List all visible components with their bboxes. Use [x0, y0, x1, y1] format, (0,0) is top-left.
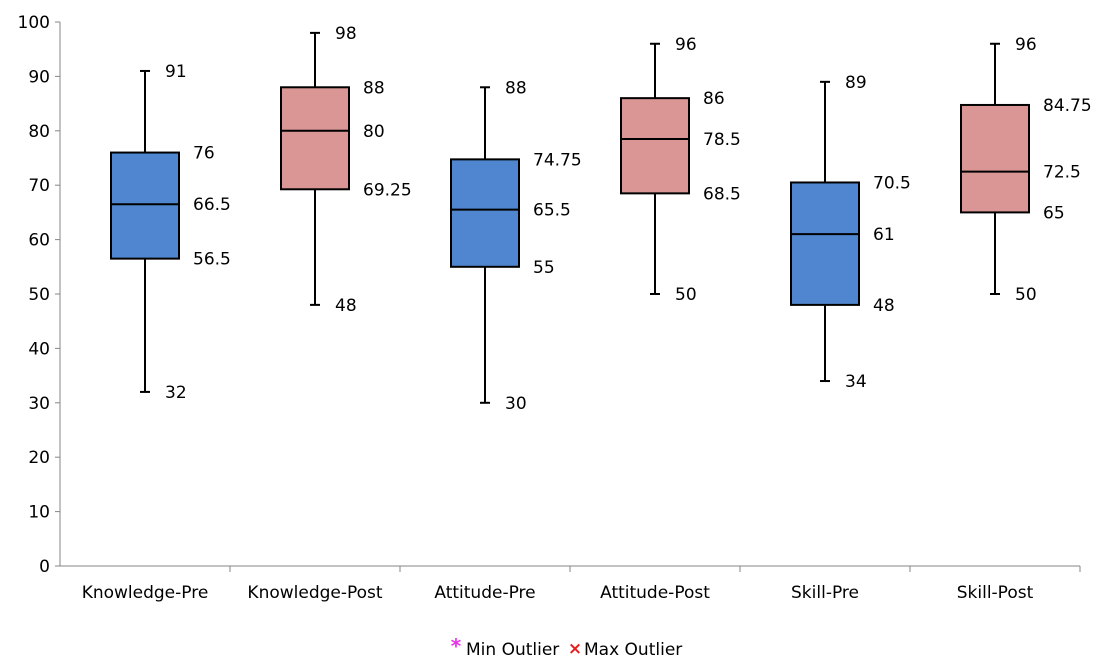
x-category-label: Skill-Post: [957, 583, 1034, 603]
median-value-label: 78.5: [703, 130, 741, 150]
y-tick-label: 10: [28, 503, 50, 523]
max-value-label: 96: [1015, 35, 1037, 55]
q3-value-label: 88: [363, 78, 385, 98]
max-outlier-legend-icon: ×: [568, 639, 582, 657]
x-category-label: Knowledge-Pre: [82, 583, 209, 603]
iqr-box: [280, 86, 350, 191]
q1-value-label: 69.25: [363, 180, 412, 200]
y-tick-label: 100: [18, 13, 50, 33]
q3-value-label: 86: [703, 89, 725, 109]
q3-value-label: 84.75: [1043, 96, 1092, 116]
q3-value-label: 70.5: [873, 173, 911, 193]
min-value-label: 50: [675, 285, 697, 305]
y-tick-label: 60: [28, 231, 50, 251]
x-category-label: Attitude-Pre: [434, 583, 535, 603]
min-value-label: 50: [1015, 285, 1037, 305]
min-value-label: 48: [335, 296, 357, 316]
x-category-label: Knowledge-Post: [247, 583, 382, 603]
y-tick-label: 80: [28, 122, 50, 142]
y-tick-label: 20: [28, 448, 50, 468]
max-value-label: 89: [845, 73, 867, 93]
median-value-label: 66.5: [193, 195, 231, 215]
y-tick-label: 50: [28, 285, 50, 305]
iqr-box: [790, 181, 860, 306]
y-tick-label: 0: [39, 557, 50, 577]
q1-value-label: 55: [533, 258, 555, 278]
q1-value-label: 56.5: [193, 250, 231, 270]
max-value-label: 96: [675, 35, 697, 55]
median-value-label: 61: [873, 225, 895, 245]
y-tick-label: 70: [28, 176, 50, 196]
median-value-label: 72.5: [1043, 163, 1081, 183]
x-category-label: Attitude-Post: [600, 583, 710, 603]
y-tick-label: 40: [28, 339, 50, 359]
q1-value-label: 48: [873, 296, 895, 316]
min-value-label: 32: [165, 383, 187, 403]
y-tick-label: 30: [28, 394, 50, 414]
min-outlier-legend-label: Min Outlier: [466, 640, 559, 657]
iqr-box: [960, 103, 1030, 214]
max-outlier-legend-label: Max Outlier: [584, 640, 682, 657]
min-value-label: 30: [505, 394, 527, 414]
iqr-box: [620, 97, 690, 195]
max-value-label: 98: [335, 24, 357, 44]
iqr-box: [450, 158, 520, 268]
x-category-label: Skill-Pre: [791, 583, 859, 603]
median-value-label: 80: [363, 122, 385, 142]
min-outlier-legend-icon: *: [451, 634, 462, 657]
q3-value-label: 76: [193, 144, 215, 164]
iqr-box: [110, 151, 180, 260]
y-tick-label: 90: [28, 67, 50, 87]
q3-value-label: 74.75: [533, 150, 582, 170]
q1-value-label: 68.5: [703, 184, 741, 204]
max-value-label: 91: [165, 62, 187, 82]
max-value-label: 88: [505, 78, 527, 98]
median-value-label: 65.5: [533, 201, 571, 221]
q1-value-label: 65: [1043, 203, 1065, 223]
min-value-label: 34: [845, 372, 867, 392]
